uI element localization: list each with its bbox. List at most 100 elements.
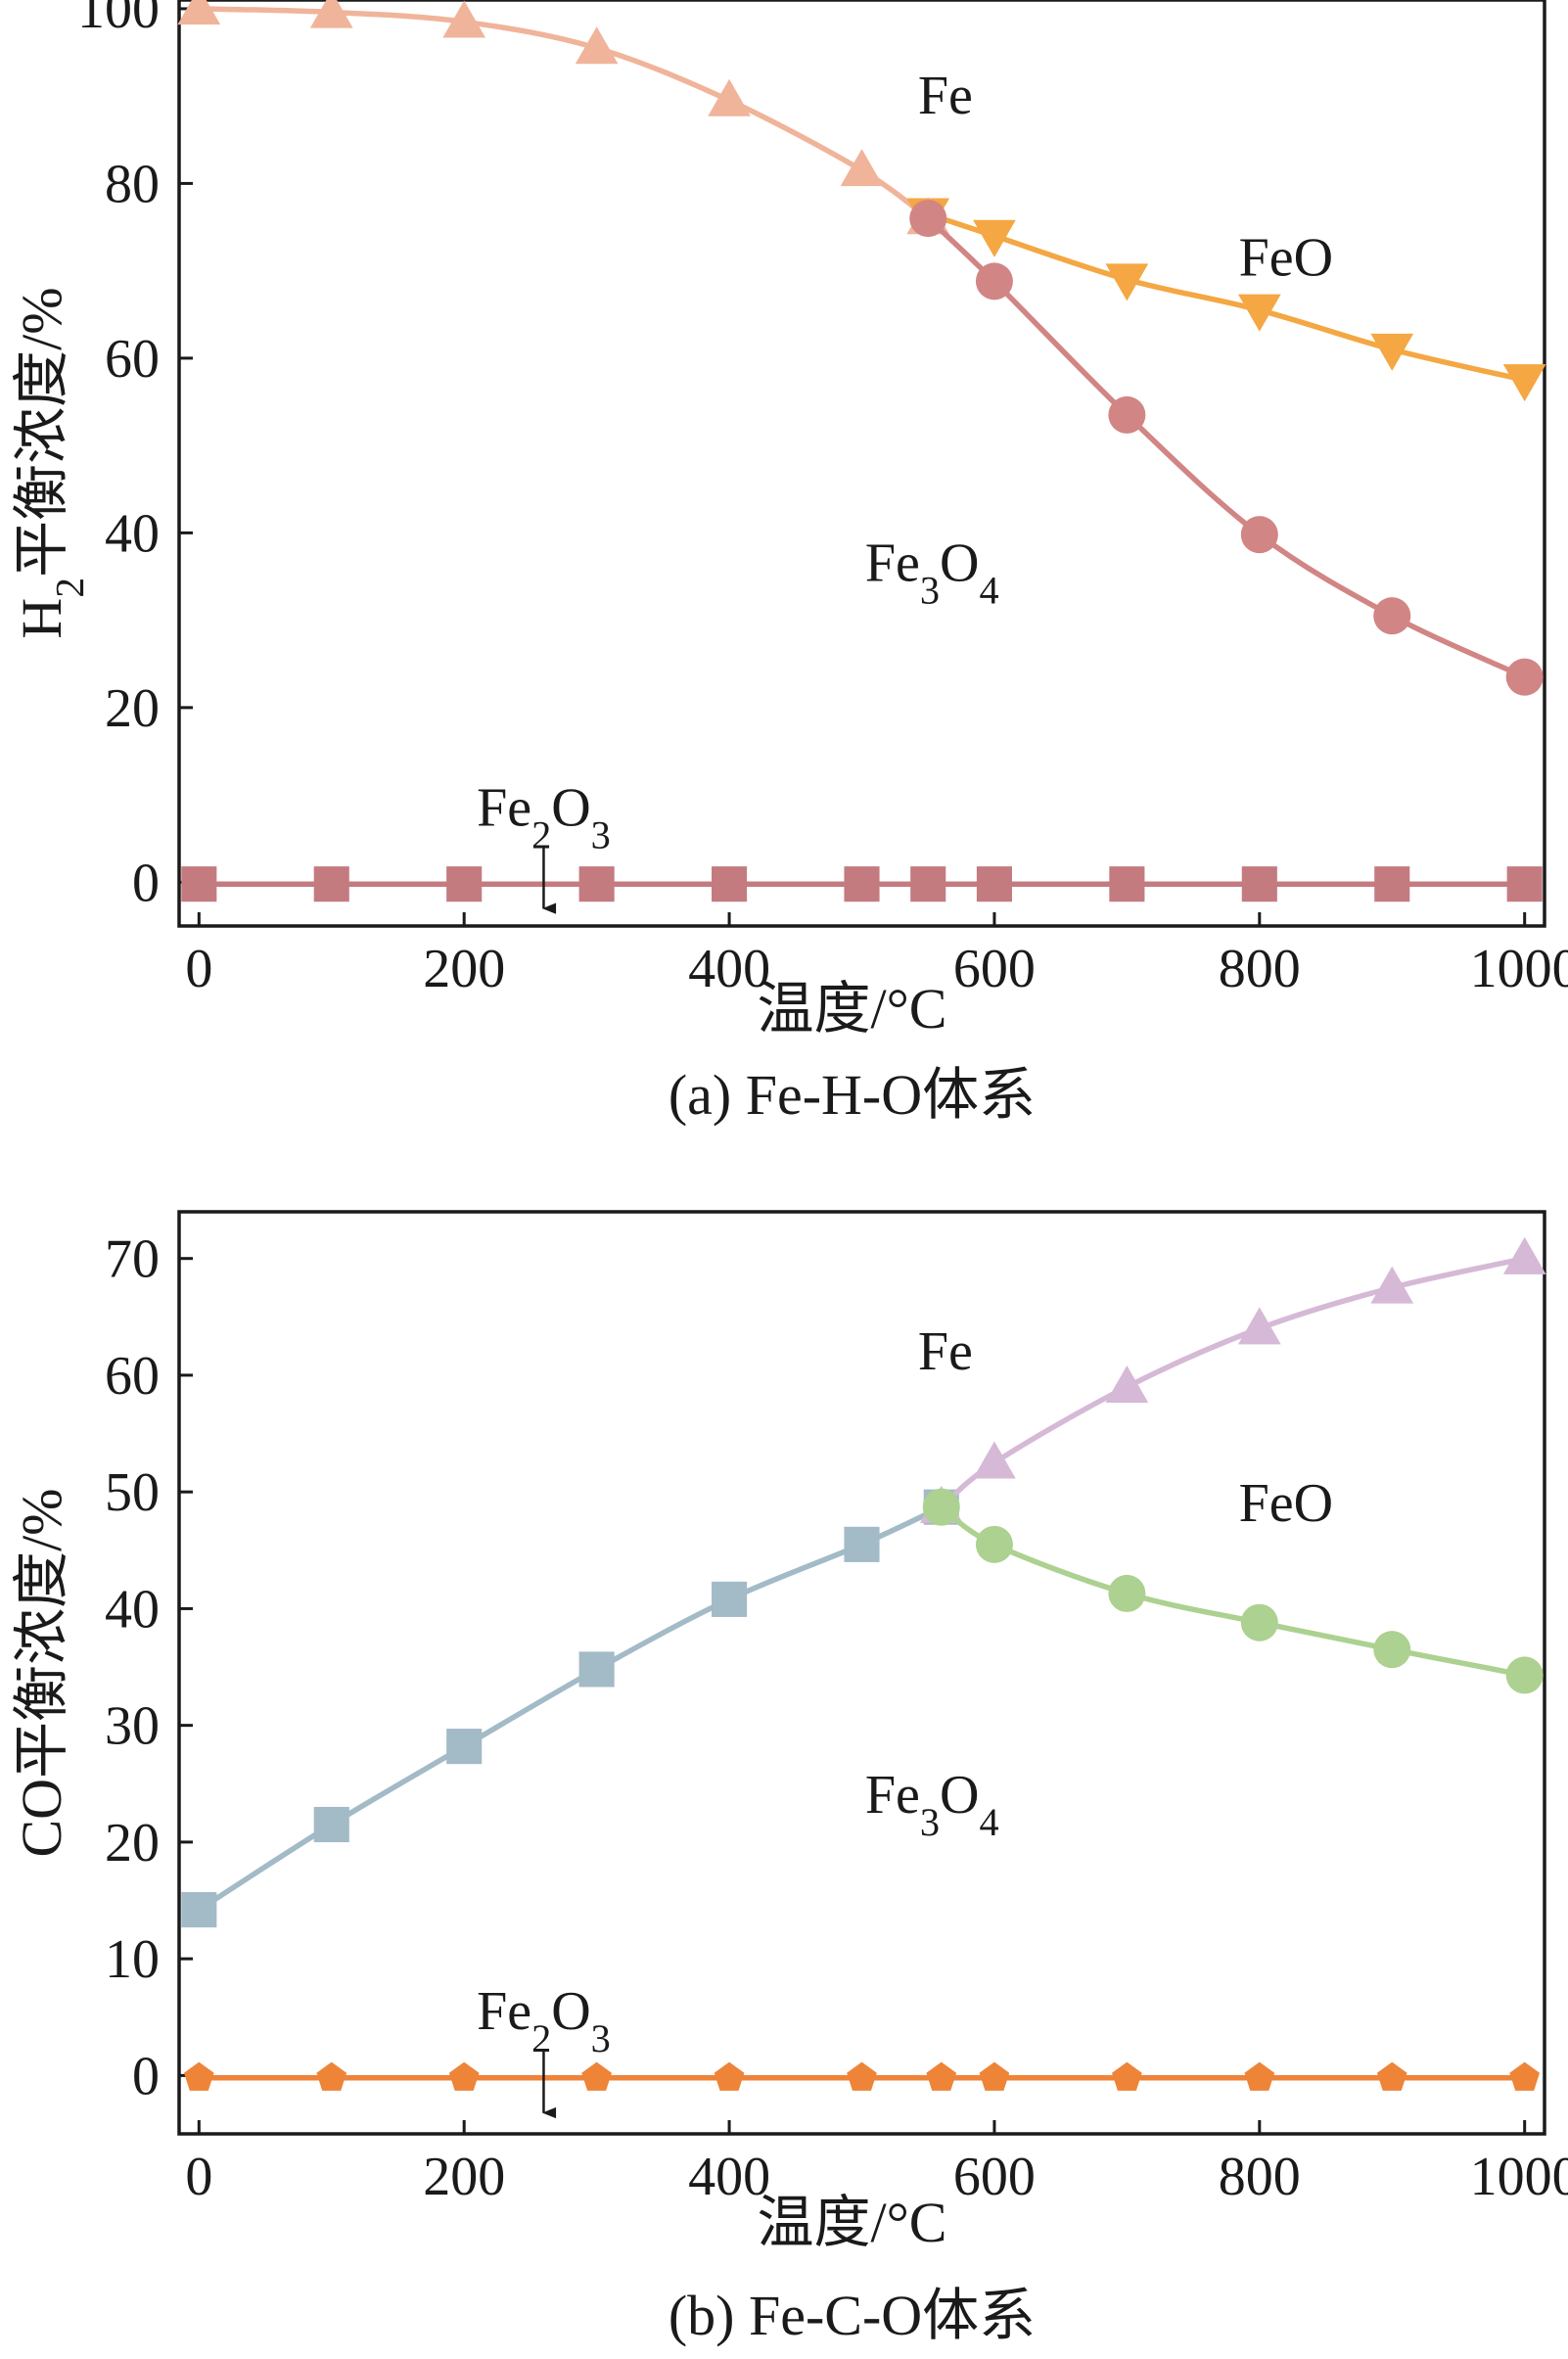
x-tick-label: 1000 bbox=[1470, 2147, 1568, 2207]
series-0 bbox=[181, 1489, 959, 1928]
y-tick-label: 50 bbox=[105, 1462, 160, 1523]
data-point bbox=[1502, 1236, 1546, 1274]
data-point bbox=[926, 2061, 957, 2091]
data-point bbox=[712, 866, 748, 902]
data-point bbox=[1112, 2061, 1142, 2091]
x-tick-label: 1000 bbox=[1470, 939, 1568, 999]
data-point bbox=[442, 0, 486, 38]
data-point bbox=[973, 219, 1016, 257]
data-point bbox=[840, 149, 884, 187]
panel-caption: (b) Fe-C-O体系 bbox=[669, 2284, 1036, 2347]
x-tick-label: 400 bbox=[688, 2147, 770, 2207]
data-point bbox=[976, 866, 1012, 902]
data-point bbox=[1502, 364, 1546, 402]
data-point bbox=[309, 0, 353, 28]
x-tick-label: 800 bbox=[1219, 939, 1301, 999]
data-point bbox=[578, 866, 615, 902]
data-point bbox=[714, 2061, 745, 2091]
series-line bbox=[927, 211, 1526, 383]
data-point bbox=[1506, 866, 1543, 902]
x-tick-label: 0 bbox=[185, 2147, 212, 2207]
y-axis-title: H2平衡浓度/% bbox=[10, 287, 93, 638]
data-point bbox=[973, 1441, 1016, 1479]
data-point bbox=[1370, 1266, 1414, 1304]
panel-caption: (a) Fe-H-O体系 bbox=[669, 1063, 1036, 1127]
series-2 bbox=[909, 200, 1544, 696]
y-tick-label: 60 bbox=[105, 329, 160, 390]
x-tick-label: 200 bbox=[423, 939, 505, 999]
x-axis-title: 温度/°C bbox=[758, 2191, 947, 2254]
data-point bbox=[975, 1525, 1013, 1563]
data-point bbox=[183, 2061, 214, 2091]
data-point bbox=[1240, 516, 1278, 554]
data-point bbox=[177, 0, 221, 25]
y-tick-label: 70 bbox=[105, 1229, 160, 1290]
series-line bbox=[197, 1504, 943, 1913]
y-tick-label: 20 bbox=[105, 1813, 160, 1873]
series-line bbox=[199, 6, 930, 221]
x-tick-label: 600 bbox=[953, 939, 1036, 999]
data-point bbox=[712, 1581, 748, 1617]
data-point bbox=[847, 2061, 877, 2091]
data-point bbox=[1109, 866, 1145, 902]
data-point bbox=[313, 866, 349, 902]
x-tick-label: 600 bbox=[953, 2147, 1036, 2207]
data-point bbox=[581, 2061, 612, 2091]
y-tick-label: 40 bbox=[105, 1579, 160, 1640]
data-point bbox=[1370, 333, 1414, 371]
y-tick-label: 80 bbox=[105, 154, 160, 214]
x-axis-title: 温度/°C bbox=[758, 977, 947, 1041]
data-point bbox=[575, 26, 619, 65]
data-point bbox=[1237, 1307, 1281, 1345]
data-point bbox=[1376, 2061, 1407, 2091]
data-point bbox=[844, 866, 880, 902]
series-1 bbox=[906, 198, 1546, 402]
y-tick-label: 0 bbox=[132, 2046, 160, 2106]
data-point bbox=[844, 1526, 880, 1562]
x-tick-label: 400 bbox=[688, 939, 770, 999]
data-point bbox=[1374, 866, 1410, 902]
plot-frame bbox=[177, 0, 1546, 928]
data-point bbox=[1105, 263, 1149, 301]
data-point bbox=[1237, 294, 1281, 332]
series-line bbox=[940, 1504, 1526, 1679]
region-label: FeO bbox=[1239, 1473, 1333, 1534]
data-point bbox=[448, 2061, 480, 2091]
series-line bbox=[939, 1256, 1526, 1509]
data-point bbox=[1240, 1603, 1278, 1642]
data-point bbox=[578, 1651, 615, 1688]
x-tick-label: 800 bbox=[1219, 2147, 1301, 2207]
data-point bbox=[909, 200, 947, 238]
region-label: Fe bbox=[918, 66, 973, 126]
data-point bbox=[1505, 1656, 1544, 1694]
panel-a: 0 200 400 600 800 1000 0 20 40 60 80 100 温度/°C H2平衡浓度… bbox=[10, 0, 1568, 1127]
series-3 bbox=[181, 866, 1543, 902]
y-tick-label: 20 bbox=[105, 678, 160, 739]
region-label: Fe3O4 bbox=[865, 533, 999, 613]
y-tick-label: 40 bbox=[105, 503, 160, 564]
series-line bbox=[926, 216, 1526, 680]
data-point bbox=[316, 2061, 347, 2091]
x-tick-label: 200 bbox=[423, 2147, 505, 2207]
data-point bbox=[181, 866, 217, 902]
y-tick-label: 0 bbox=[132, 853, 160, 913]
series-2 bbox=[922, 1488, 1544, 1694]
region-label: Fe3O4 bbox=[865, 1765, 999, 1844]
series-3 bbox=[183, 2061, 1541, 2091]
data-point bbox=[975, 262, 1013, 301]
data-point bbox=[910, 866, 946, 902]
data-point bbox=[446, 1729, 483, 1765]
series-1 bbox=[919, 1236, 1546, 1523]
series-0 bbox=[177, 0, 950, 235]
data-point bbox=[1373, 597, 1411, 635]
data-point bbox=[1108, 1574, 1146, 1612]
data-point bbox=[1373, 1631, 1411, 1669]
y-tick-label: 30 bbox=[105, 1696, 160, 1757]
data-point bbox=[313, 1806, 349, 1843]
data-point bbox=[1105, 1365, 1149, 1404]
region-label: Fe2O3 bbox=[477, 1981, 611, 2060]
region-label: Fe bbox=[918, 1321, 973, 1382]
data-point bbox=[181, 1892, 217, 1928]
data-point bbox=[708, 78, 751, 116]
